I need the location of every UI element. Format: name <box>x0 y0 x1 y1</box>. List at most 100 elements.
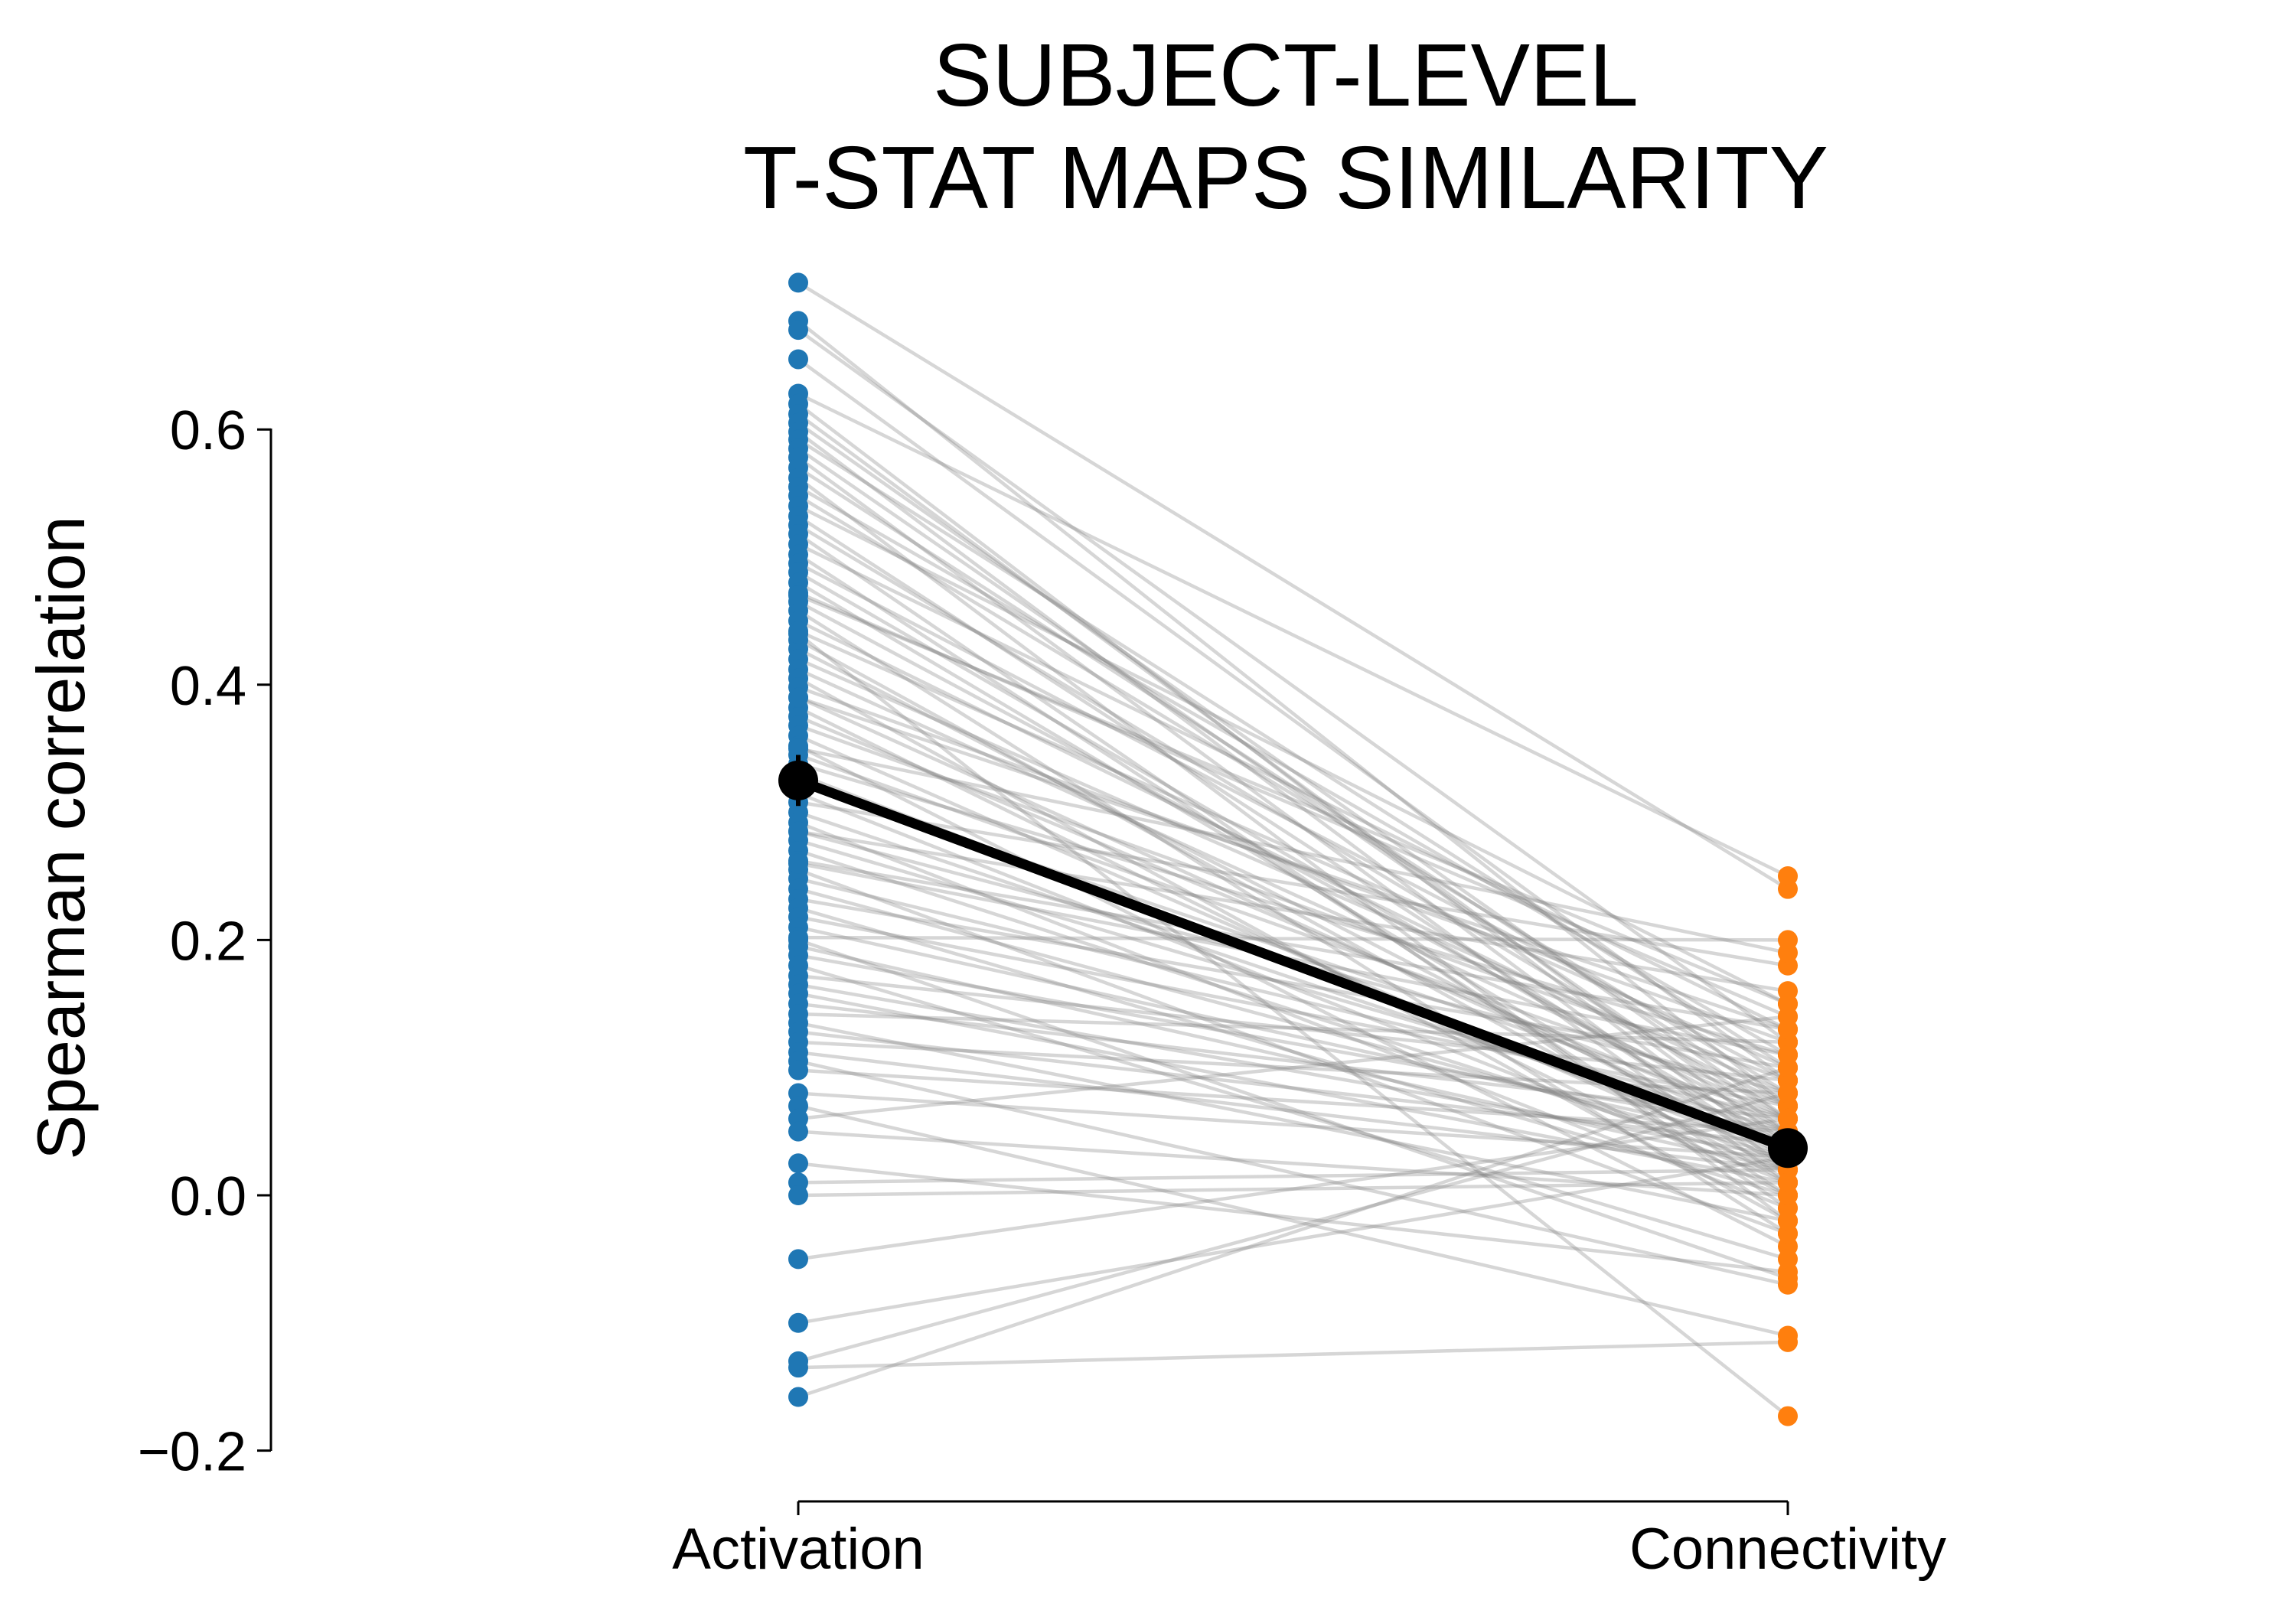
subject-pair-line <box>797 925 1789 1146</box>
subject-pair-line <box>797 715 1789 1133</box>
connectivity-point <box>1778 943 1798 963</box>
subject-pair-line <box>797 593 1789 1006</box>
activation-point <box>788 1312 808 1333</box>
subject-pair-line <box>797 1181 1789 1198</box>
activation-point <box>788 585 808 606</box>
subject-pair-line <box>797 983 1789 1159</box>
mean-line <box>796 775 1790 1153</box>
subject-pair-line <box>797 562 1789 1082</box>
subject-pair-line <box>797 403 1789 1159</box>
subject-pair-line <box>797 647 1789 1159</box>
paired-lines <box>797 281 1789 1418</box>
subject-pair-line <box>797 1168 1789 1185</box>
connectivity-point <box>1778 1045 1798 1065</box>
connectivity-point <box>1778 1268 1798 1289</box>
connectivity-point <box>1778 1108 1798 1129</box>
subject-pair-line <box>797 868 1789 1236</box>
subject-pair-line <box>797 897 1789 1070</box>
subject-pair-line <box>797 820 1789 1210</box>
subject-pair-line <box>797 724 1789 1082</box>
y-tick-label: 0.4 <box>170 656 246 717</box>
subject-pair-line <box>797 533 1789 1210</box>
activation-point <box>788 320 808 341</box>
connectivity-point <box>1778 1406 1798 1426</box>
subject-pair-line <box>797 944 1789 1172</box>
activation-point <box>788 1153 808 1174</box>
subject-pair-line <box>797 609 1789 1235</box>
subject-pair-line <box>797 494 1789 1095</box>
subject-pair-line <box>797 281 1789 891</box>
mean-point <box>778 760 818 800</box>
activation-points <box>788 272 808 1407</box>
subject-pair-line <box>797 328 1789 1044</box>
connectivity-point <box>1778 1211 1798 1231</box>
activation-point <box>788 738 808 759</box>
y-tick-label: 0.0 <box>170 1166 246 1227</box>
subject-pair-line <box>797 476 1789 1223</box>
subject-pair-line <box>797 938 1789 1280</box>
subject-pair-line <box>797 877 1789 1121</box>
subject-pair-line <box>797 973 1789 1083</box>
activation-point <box>788 853 808 874</box>
x-tick-label-connectivity: Connectivity <box>1629 1517 1946 1582</box>
subject-pair-line <box>797 485 1789 1057</box>
connectivity-point <box>1778 1019 1798 1040</box>
subject-pair-line <box>797 953 1789 1133</box>
subject-pair-line <box>797 1002 1789 1121</box>
subject-pair-line <box>797 1340 1789 1370</box>
subject-pair-line <box>797 1162 1789 1274</box>
subject-pair-line <box>797 392 1789 878</box>
connectivity-point <box>1778 993 1798 1014</box>
subject-pair-line <box>797 1012 1789 1045</box>
subject-pair-line <box>797 746 1789 955</box>
x-axis-ticks: Activation Connectivity <box>672 1501 1946 1582</box>
activation-point <box>788 349 808 370</box>
subject-pair-line <box>797 706 1789 1198</box>
connectivity-point <box>1778 1172 1798 1193</box>
subject-pair-line <box>797 571 1789 1146</box>
subject-pair-line <box>797 543 1789 1032</box>
subject-pair-line <box>797 762 1789 1057</box>
y-tick-label: −0.2 <box>138 1422 246 1483</box>
subject-pair-line <box>797 1068 1789 1133</box>
subject-pair-line <box>797 887 1789 1159</box>
activation-point <box>788 1358 808 1378</box>
subject-pair-line <box>797 422 1789 1120</box>
subject-pair-line <box>797 1129 1789 1198</box>
subject-pair-line <box>797 619 1789 1108</box>
chart-title-line-1: SUBJECT-LEVEL <box>933 25 1639 125</box>
subject-pair-line <box>797 638 1789 1185</box>
activation-point <box>788 272 808 293</box>
subject-pair-line <box>797 696 1789 1146</box>
mean-overlay <box>778 755 1808 1169</box>
subject-pair-line <box>797 667 1789 1120</box>
subject-pair-line <box>797 357 1789 1082</box>
activation-point <box>788 1185 808 1205</box>
subject-pair-line <box>797 753 1789 1108</box>
subject-pair-line <box>797 430 1789 1172</box>
activation-point <box>788 1121 808 1142</box>
y-tick-label: 0.6 <box>170 400 246 461</box>
subject-pair-line <box>797 859 1789 1032</box>
y-axis-label: Spearman correlation <box>23 516 99 1159</box>
connectivity-point <box>1778 1332 1798 1352</box>
subject-pair-line <box>797 456 1789 1185</box>
activation-point <box>788 624 808 644</box>
activation-point <box>788 930 808 950</box>
subject-pair-line <box>797 935 1789 942</box>
subject-pair-line <box>797 1155 1789 1325</box>
activation-point <box>788 1387 808 1407</box>
subject-pair-line <box>797 1059 1789 1286</box>
subject-pair-line <box>797 447 1789 1133</box>
activation-point <box>788 1060 808 1081</box>
subject-pair-line <box>797 963 1789 1261</box>
subject-pair-line <box>797 676 1789 1223</box>
subject-pair-line <box>797 830 1789 993</box>
x-tick-label-activation: Activation <box>672 1517 925 1582</box>
subject-pair-line <box>797 1021 1789 1223</box>
mean-point <box>1768 1128 1808 1169</box>
subject-pair-line <box>797 581 1789 1172</box>
subject-pair-line <box>797 915 1789 1108</box>
subject-pair-line <box>797 1091 1789 1364</box>
subject-pair-line <box>797 1050 1789 1172</box>
